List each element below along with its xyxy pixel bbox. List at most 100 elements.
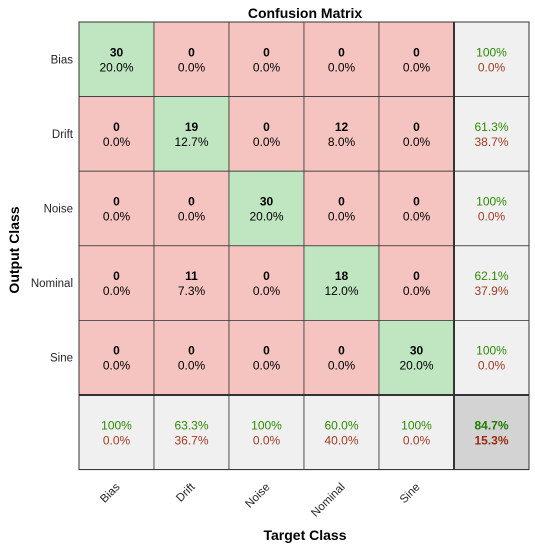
off-diagonal-cell [153,319,230,396]
cell-count: 0 [338,45,345,59]
off-diagonal-cell [78,170,155,247]
column-recall: 100% [251,418,282,432]
cell-percent: 0.0% [178,60,206,74]
off-diagonal-cell [378,245,455,321]
row-precision: 61.3% [474,120,508,134]
cell-percent: 7.3% [178,284,206,298]
column-summary-cell [303,394,380,470]
cell-count: 0 [338,344,345,358]
cell-percent: 0.0% [253,135,281,149]
diagonal-cell [78,21,155,97]
cell-count: 11 [185,269,198,283]
off-diagonal-cell [153,245,230,321]
row-summary-cell [453,21,530,97]
y-tick-label: Bias [51,54,74,66]
cell-percent: 0.0% [328,210,356,224]
off-diagonal-cell [378,170,455,247]
cell-count: 19 [185,120,199,134]
x-axis-label: Target Class [264,527,347,543]
cell-count: 0 [263,269,270,283]
x-tick-label: Sine [398,481,423,506]
cell-count: 0 [413,120,420,134]
cell-percent: 0.0% [403,284,431,298]
column-summary-cell [228,394,305,470]
diagonal-cell [378,319,455,396]
column-recall: 63.3% [174,418,208,432]
cell-percent: 0.0% [178,210,206,224]
cell-percent: 0.0% [103,135,131,149]
cell-percent: 0.0% [103,359,131,373]
cell-percent: 0.0% [253,60,281,74]
cell-count: 0 [188,45,195,59]
cell-count: 0 [263,45,270,59]
off-diagonal-cell [303,319,380,396]
row-summary-cell [453,96,530,172]
diagonal-cell [303,245,380,321]
column-summary-cell [378,394,455,470]
cell-percent: 20.0% [399,359,433,373]
matrix-border [78,21,530,471]
cell-count: 0 [113,120,120,134]
cell-count: 30 [410,344,424,358]
column-error: 36.7% [174,433,208,447]
y-tick-label: Noise [44,204,73,216]
row-summary-cell [453,170,530,247]
cell-count: 18 [335,269,349,283]
cell-count: 0 [113,269,120,283]
cell-count: 30 [260,195,274,209]
overall-accuracy: 84.7% [474,418,508,432]
cell-count: 0 [113,195,120,209]
cell-percent: 0.0% [253,284,281,298]
x-tick-label: Bias [98,481,122,505]
cell-percent: 0.0% [103,210,131,224]
cell-count: 0 [413,195,420,209]
cell-percent: 0.0% [103,284,131,298]
cell-percent: 12.7% [174,135,208,149]
off-diagonal-cell [303,170,380,247]
row-error: 37.9% [474,284,508,298]
matrix-cells: 3020.0%00.0%00.0%00.0%00.0%00.0%1912.7%0… [78,21,530,471]
cell-count: 0 [263,344,270,358]
chart-title: Confusion Matrix [248,5,363,21]
row-precision: 100% [476,195,507,209]
column-recall: 100% [101,418,132,432]
row-summary-cell [453,245,530,321]
off-diagonal-cell [378,21,455,97]
y-axis-label: Output Class [6,206,22,293]
cell-percent: 0.0% [178,359,206,373]
row-error: 0.0% [478,60,506,74]
cell-count: 0 [188,344,195,358]
column-recall: 60.0% [324,418,358,432]
diagonal-cell [228,170,305,247]
cell-count: 0 [338,195,345,209]
cell-percent: 0.0% [403,135,431,149]
x-tick-label: Nominal [309,481,347,519]
column-error: 0.0% [103,433,131,447]
cell-count: 0 [263,120,270,134]
y-tick-label: Nominal [31,278,73,290]
cell-percent: 0.0% [403,60,431,74]
column-error: 0.0% [403,433,431,447]
row-error: 0.0% [478,210,506,224]
off-diagonal-cell [153,170,230,247]
cell-percent: 0.0% [403,210,431,224]
off-diagonal-cell [153,21,230,97]
x-tick-label: Drift [174,481,198,505]
column-recall: 100% [401,418,432,432]
off-diagonal-cell [378,96,455,172]
cell-count: 12 [335,120,349,134]
row-error: 38.7% [474,135,508,149]
cell-percent: 20.0% [249,210,283,224]
y-tick-label: Sine [50,353,73,365]
off-diagonal-cell [228,319,305,396]
row-precision: 100% [476,45,507,59]
cell-percent: 8.0% [328,135,356,149]
cell-count: 0 [413,45,420,59]
cell-percent: 20.0% [99,60,133,74]
off-diagonal-cell [228,96,305,172]
x-tick-label: Noise [243,481,272,510]
cell-percent: 0.0% [253,359,281,373]
cell-percent: 0.0% [328,60,356,74]
cell-count: 0 [113,344,120,358]
